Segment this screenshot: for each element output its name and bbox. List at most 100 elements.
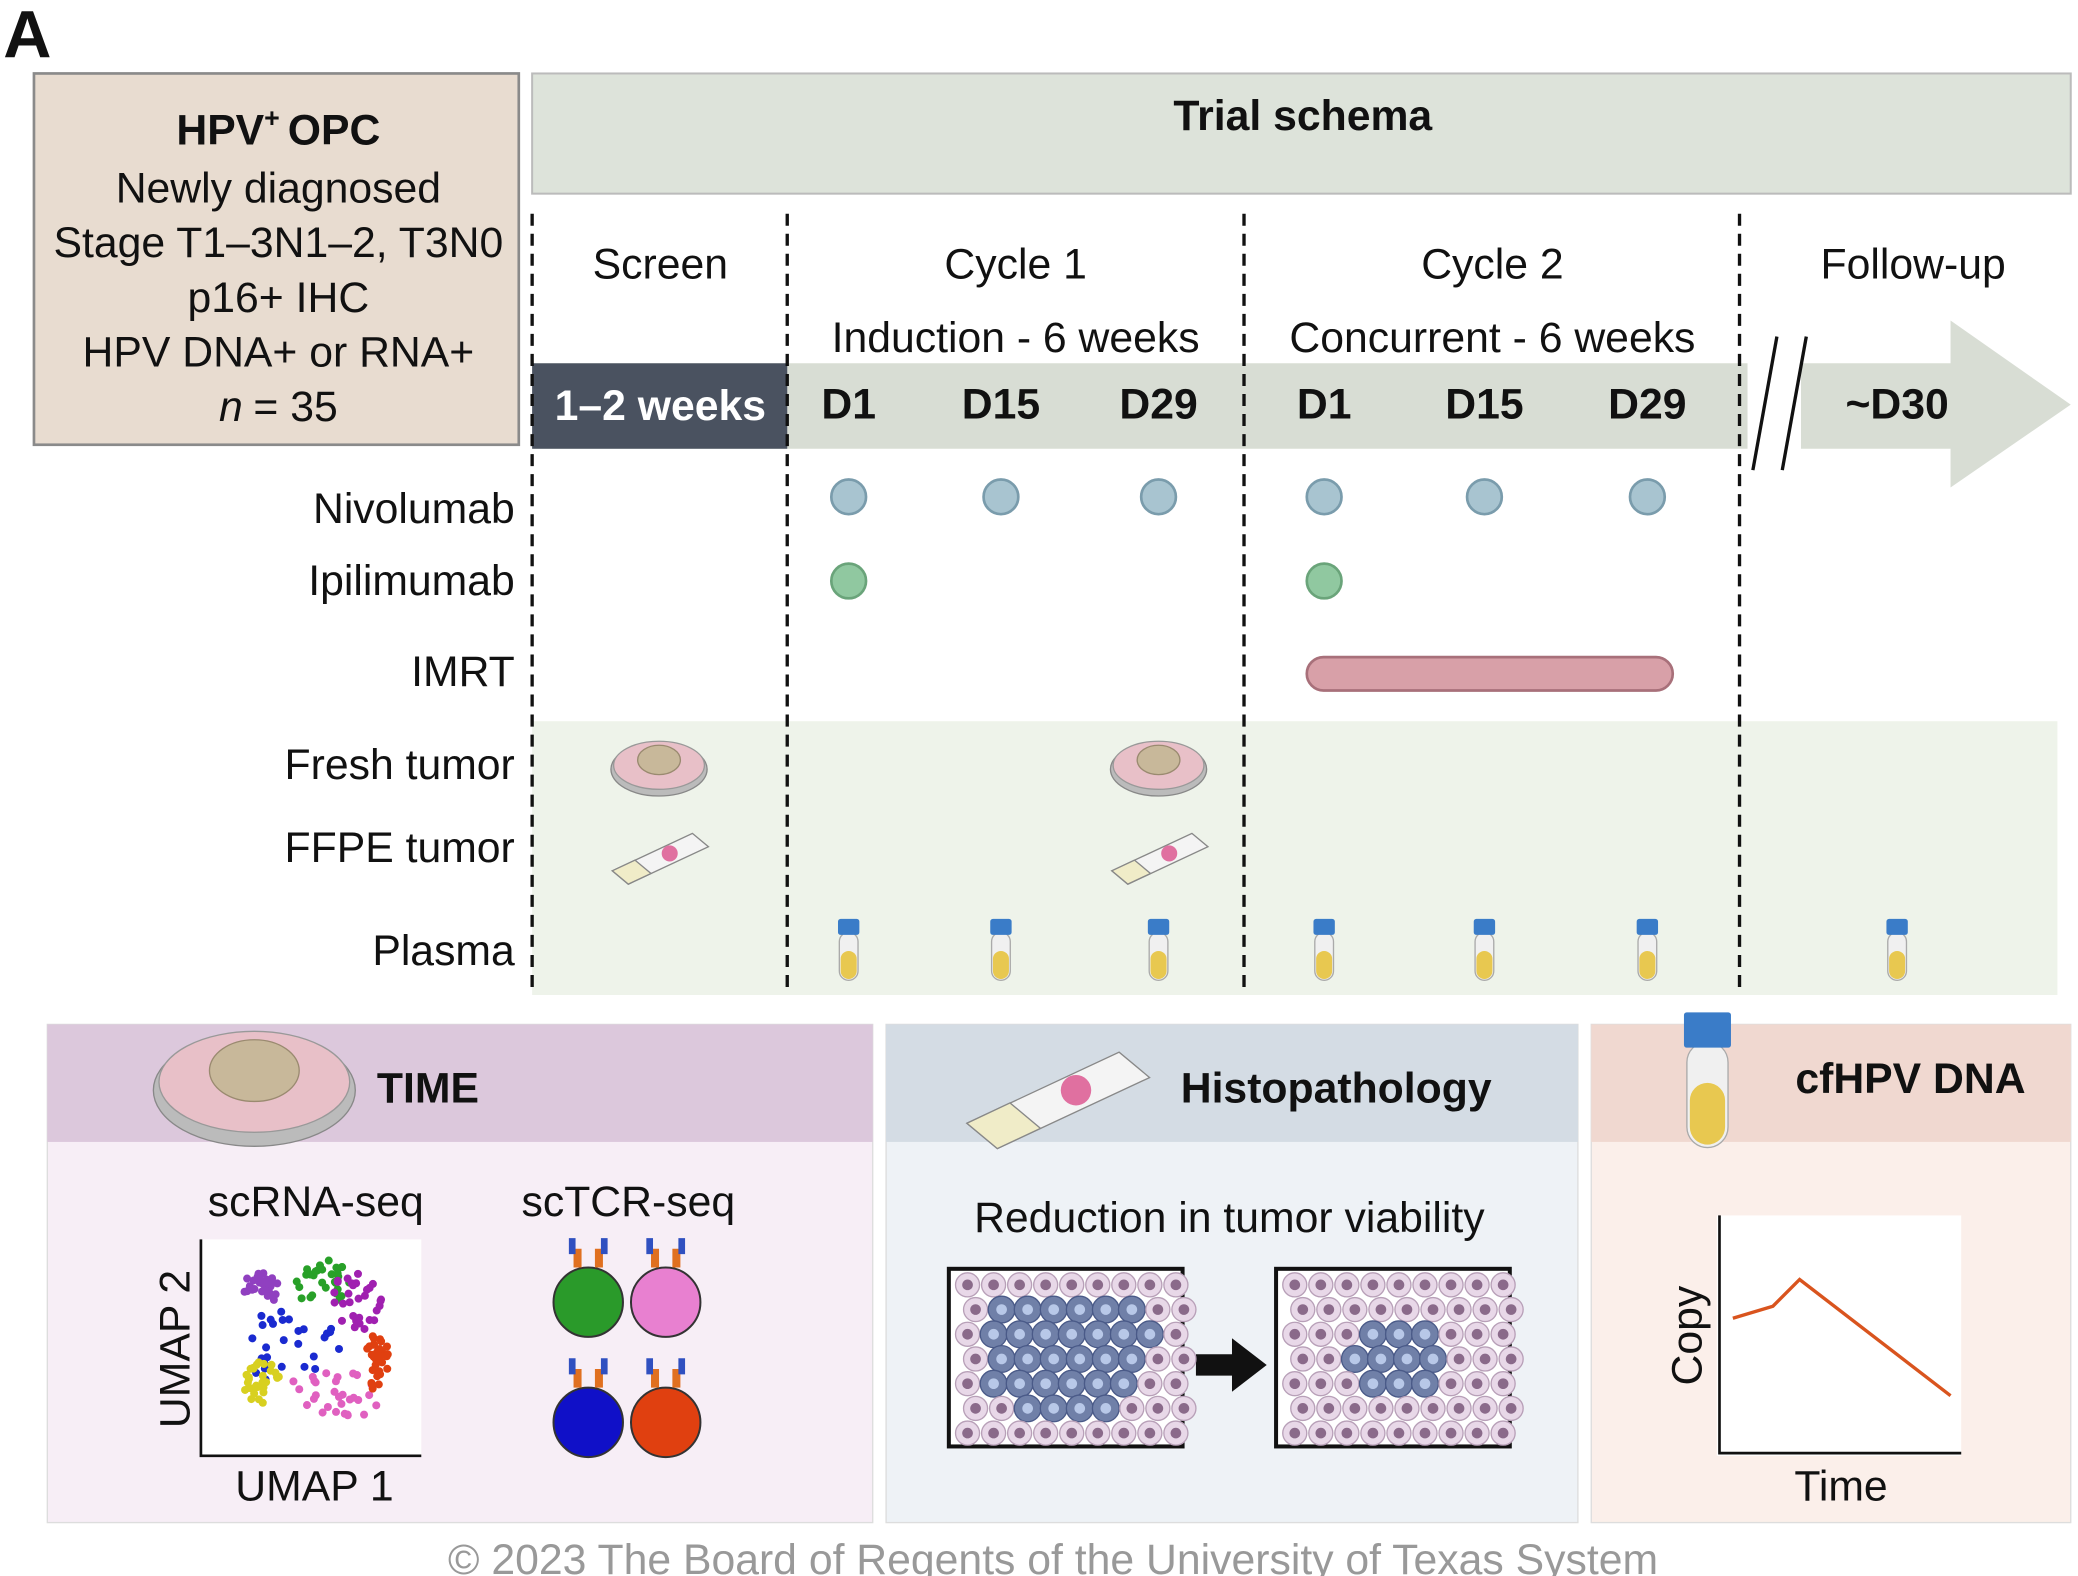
umap-cell (279, 1336, 288, 1345)
tcr-receptor (646, 1358, 686, 1375)
cell-nucleus (1118, 1378, 1130, 1390)
umap-cell (333, 1277, 342, 1286)
cell-nucleus (1092, 1427, 1104, 1439)
umap-cell (268, 1274, 277, 1283)
cell-nucleus (1289, 1328, 1301, 1340)
cell-nucleus (1419, 1378, 1431, 1390)
tcr-receptor (646, 1238, 686, 1255)
cell-nucleus (1505, 1403, 1517, 1414)
ipilimumab-dose (1305, 562, 1343, 600)
umap-cell (258, 1398, 267, 1407)
umap-cell (271, 1290, 280, 1299)
cell-nucleus (970, 1304, 981, 1315)
umap-cell (374, 1380, 383, 1389)
cf-trend (1732, 1277, 1952, 1398)
cell-nucleus (1066, 1427, 1078, 1439)
cell-nucleus (1152, 1353, 1164, 1365)
cell-nucleus (1118, 1328, 1130, 1340)
cell-nucleus (1126, 1353, 1138, 1365)
tcr-receptor (651, 1248, 681, 1268)
umap-cell (324, 1256, 333, 1265)
umap-cell (372, 1401, 381, 1410)
umap-cell (246, 1364, 255, 1373)
umap-cell (350, 1323, 359, 1332)
plasma-tube (992, 950, 1009, 979)
cell-nucleus (1144, 1328, 1156, 1340)
time-icon (208, 1039, 300, 1103)
cell-nucleus (1144, 1279, 1156, 1291)
umap-cell (345, 1395, 354, 1404)
umap-cell (318, 1278, 327, 1287)
umap-cell (372, 1306, 381, 1315)
cell-nucleus (1014, 1328, 1025, 1340)
cell-nucleus (1497, 1427, 1509, 1439)
reduction-arrow (1195, 1338, 1267, 1392)
phase-subtitle: Induction - 6 weeks (832, 314, 1200, 362)
cell-nucleus (1393, 1328, 1405, 1340)
cell-nucleus (1471, 1427, 1483, 1439)
cell-nucleus (1170, 1378, 1182, 1390)
cell-nucleus (1453, 1304, 1465, 1315)
cell-nucleus (1144, 1427, 1156, 1439)
umap-cell (240, 1287, 249, 1296)
cell-nucleus (1419, 1279, 1431, 1291)
cell-nucleus (1367, 1427, 1379, 1439)
ffpe-slide (661, 845, 678, 862)
cell-nucleus (1014, 1378, 1025, 1390)
cell-nucleus (1393, 1279, 1405, 1291)
plasma-tube (990, 918, 1012, 935)
umap-cell (338, 1263, 347, 1272)
time-title: TIME (377, 1064, 479, 1112)
cell-nucleus (1419, 1427, 1431, 1439)
row-label: Nivolumab (313, 485, 515, 533)
umap-cell (360, 1324, 369, 1333)
scrna-label: scRNA-seq (208, 1178, 424, 1226)
cell-nucleus (1471, 1328, 1483, 1340)
day-label: D15 (1445, 381, 1523, 429)
ffpe-slide (1110, 859, 1152, 885)
plasma-tube (840, 950, 857, 979)
cell-nucleus (1393, 1427, 1405, 1439)
umap-cell (308, 1291, 317, 1300)
cell-nucleus (1040, 1328, 1052, 1340)
umap-cell (258, 1321, 267, 1330)
umap-cell (373, 1372, 382, 1381)
cell-nucleus (1401, 1304, 1413, 1315)
umap-cell (248, 1334, 257, 1343)
nivolumab-dose (982, 478, 1020, 516)
cell-nucleus (1144, 1378, 1156, 1390)
cell-nucleus (1341, 1328, 1353, 1340)
phase-name: Cycle 1 (944, 240, 1086, 288)
cell-nucleus (962, 1279, 973, 1291)
umap-cell (277, 1307, 286, 1316)
umap-cell (331, 1407, 341, 1416)
ipilimumab-dose (829, 562, 868, 600)
cf-x: Time (1794, 1462, 1887, 1510)
umap-cell (302, 1401, 311, 1410)
row-label: Fresh tumor (285, 741, 515, 789)
umap-cell (315, 1261, 324, 1270)
cell-nucleus (1427, 1353, 1439, 1365)
umap-cell (349, 1369, 358, 1378)
umap-cell (383, 1364, 392, 1373)
umap-cell (337, 1316, 346, 1325)
cell-nucleus (988, 1427, 999, 1439)
umap-cell (327, 1270, 336, 1279)
cell-nucleus (962, 1378, 973, 1390)
phase-name: Follow-up (1821, 240, 2006, 288)
cell-nucleus (1022, 1353, 1033, 1365)
cell-nucleus (1341, 1279, 1353, 1291)
umap-cell (273, 1279, 282, 1288)
fresh-tumor-dish (636, 744, 682, 776)
cell-nucleus (1118, 1279, 1130, 1291)
plasma-tube (1316, 950, 1333, 979)
umap-cell (294, 1339, 303, 1348)
umap-cell (365, 1316, 374, 1325)
cell-nucleus (1497, 1328, 1509, 1340)
umap-cell (243, 1274, 252, 1283)
cell-nucleus (1289, 1279, 1301, 1291)
umap-cell (340, 1409, 349, 1418)
umap-cell (354, 1396, 363, 1405)
phase-name: Screen (593, 240, 728, 288)
umap-cell (295, 1283, 304, 1292)
